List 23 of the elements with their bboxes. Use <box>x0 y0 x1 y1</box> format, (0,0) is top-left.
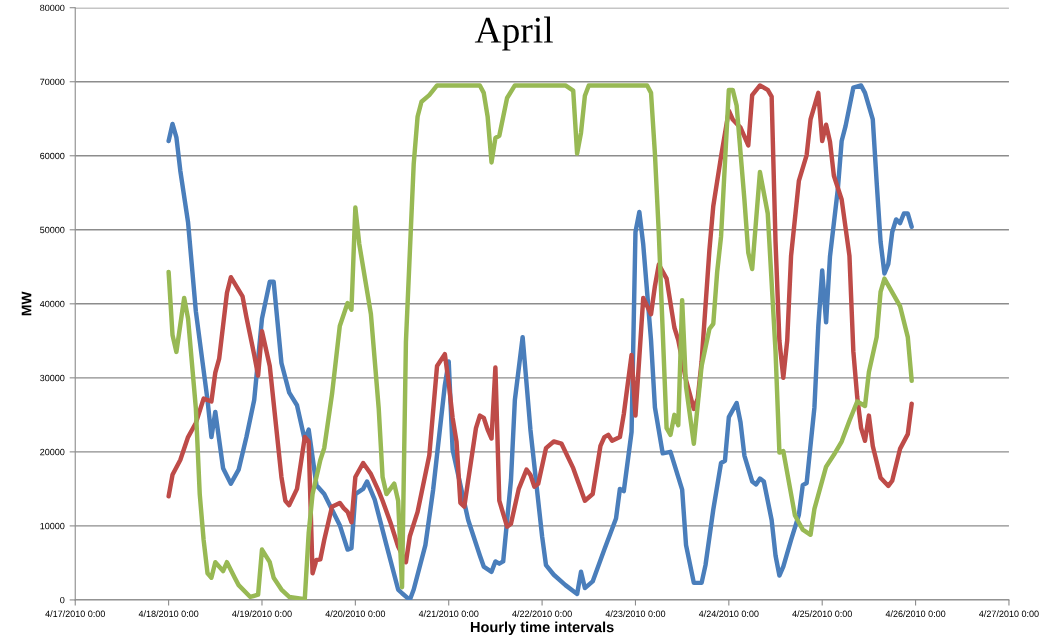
x-tick-label: 4/17/2010 0:00 <box>45 610 106 617</box>
x-tick-label: 4/24/2010 0:00 <box>698 610 759 617</box>
y-tick-label: 60000 <box>40 152 65 160</box>
x-tick-label: 4/21/2010 0:00 <box>418 610 479 617</box>
y-tick-label: 40000 <box>39 300 65 308</box>
x-tick-label: 4/19/2010 0:00 <box>232 610 292 617</box>
x-tick-label: 4/27/2010 0:00 <box>979 610 1039 617</box>
x-axis-title: Hourly time intervals <box>470 621 614 636</box>
x-tick-label: 4/25/2010 0:00 <box>792 610 852 617</box>
y-tick-label: 10000 <box>40 522 65 530</box>
y-tick-label: 70000 <box>40 78 65 86</box>
y-tick-label: 20000 <box>40 448 65 456</box>
y-tick-label: 30000 <box>40 374 65 382</box>
x-tick-label: 4/20/2010 0:00 <box>325 610 386 617</box>
y-tick-label: 80000 <box>40 4 65 12</box>
x-tick-label: 4/23/2010 0:00 <box>605 610 666 617</box>
x-tick-label: 4/18/2010 0:00 <box>138 610 199 617</box>
y-axis-title: MW <box>21 291 32 316</box>
x-tick-label: 4/22/2010 0:00 <box>512 610 572 617</box>
x-tick-label: 4/26/2010 0:00 <box>885 610 946 617</box>
chart-title: April <box>474 16 553 51</box>
y-tick-label: 0 <box>60 596 65 604</box>
y-tick-label: 50000 <box>40 226 65 234</box>
